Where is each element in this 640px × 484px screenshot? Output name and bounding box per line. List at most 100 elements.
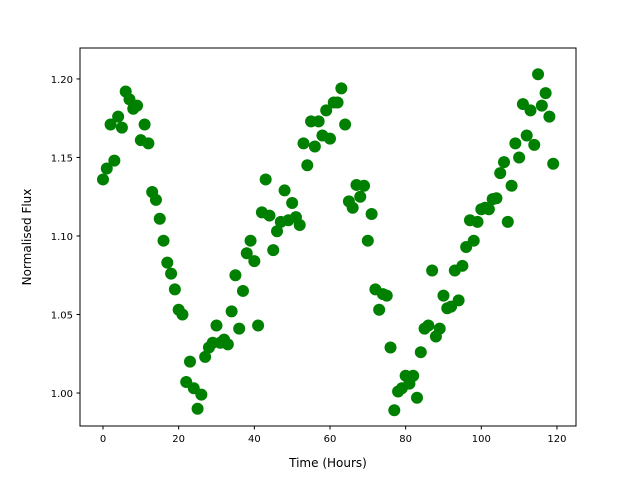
data-point (252, 319, 265, 332)
data-point (286, 197, 299, 210)
x-tick-label: 20 (172, 434, 185, 445)
data-point (373, 303, 386, 316)
data-point (240, 247, 253, 260)
data-point (293, 218, 306, 231)
data-point (149, 193, 162, 206)
x-tick-label: 120 (547, 434, 566, 445)
data-point (422, 319, 435, 332)
data-point (520, 129, 533, 142)
data-point (426, 264, 439, 277)
data-point (414, 346, 427, 359)
y-axis: 1.00 1.05 1.10 1.15 1.20 (51, 75, 80, 400)
data-point (509, 137, 522, 150)
x-axis-label: Time (Hours) (288, 456, 367, 470)
data-point (320, 104, 333, 117)
data-point (259, 173, 272, 186)
y-tick-label: 1.00 (51, 389, 73, 400)
data-point (528, 138, 541, 151)
data-point (331, 96, 344, 109)
data-point (236, 284, 249, 297)
data-point (100, 162, 113, 175)
data-point (278, 184, 291, 197)
data-points (97, 68, 560, 417)
data-point (346, 201, 359, 214)
data-point (513, 151, 526, 164)
data-point (433, 322, 446, 335)
data-point (221, 338, 234, 351)
y-tick-label: 1.10 (51, 232, 73, 243)
data-point (112, 110, 125, 123)
data-point (153, 212, 166, 225)
data-point (176, 308, 189, 321)
data-point (97, 173, 110, 186)
data-point (165, 267, 178, 280)
data-point (229, 269, 242, 282)
data-point (532, 68, 545, 81)
data-point (335, 82, 348, 95)
data-point (225, 305, 238, 318)
data-point (308, 140, 321, 153)
data-point (271, 225, 284, 238)
data-point (467, 234, 480, 247)
data-point (138, 118, 151, 131)
data-point (437, 289, 450, 302)
data-point (323, 132, 336, 145)
data-point (547, 157, 560, 170)
data-point (115, 121, 128, 134)
data-point (104, 118, 117, 131)
x-tick-label: 40 (248, 434, 261, 445)
data-point (297, 137, 310, 150)
data-point (490, 192, 503, 205)
data-point (365, 207, 378, 220)
y-tick-label: 1.05 (51, 311, 73, 322)
data-point (267, 244, 280, 257)
y-axis-label: Normalised Flux (20, 189, 34, 286)
data-point (312, 115, 325, 128)
data-point (384, 341, 397, 354)
x-tick-label: 80 (399, 434, 412, 445)
data-point (407, 369, 420, 382)
data-point (263, 209, 276, 222)
y-tick-label: 1.15 (51, 153, 73, 164)
data-point (452, 294, 465, 307)
plot-frame (79, 47, 577, 427)
x-tick-label: 60 (324, 434, 337, 445)
data-point (539, 87, 552, 100)
data-point (161, 256, 174, 269)
data-point (482, 203, 495, 216)
data-point (535, 99, 548, 112)
data-point (301, 159, 314, 172)
data-point (233, 322, 246, 335)
data-point (191, 402, 204, 415)
data-point (168, 283, 181, 296)
x-axis: 0 20 40 60 80 100 120 (100, 426, 567, 445)
data-point (142, 137, 155, 150)
data-point (361, 234, 374, 247)
data-point (524, 104, 537, 117)
data-point (358, 179, 371, 192)
data-point (248, 255, 261, 268)
data-point (505, 179, 518, 192)
data-point (494, 167, 507, 180)
x-tick-label: 0 (100, 434, 106, 445)
data-point (501, 215, 514, 228)
data-point (210, 319, 223, 332)
data-point (244, 234, 257, 247)
data-point (195, 388, 208, 401)
data-point (184, 355, 197, 368)
data-point (108, 154, 121, 167)
data-point (498, 156, 511, 169)
x-tick-label: 100 (472, 434, 491, 445)
data-point (456, 259, 469, 272)
data-point (354, 190, 367, 203)
data-point (339, 118, 352, 131)
data-point (131, 99, 144, 112)
data-point (471, 215, 484, 228)
data-point (380, 289, 393, 302)
data-point (199, 350, 212, 363)
y-tick-label: 1.20 (51, 75, 73, 86)
data-point (543, 110, 556, 123)
data-point (410, 391, 423, 404)
